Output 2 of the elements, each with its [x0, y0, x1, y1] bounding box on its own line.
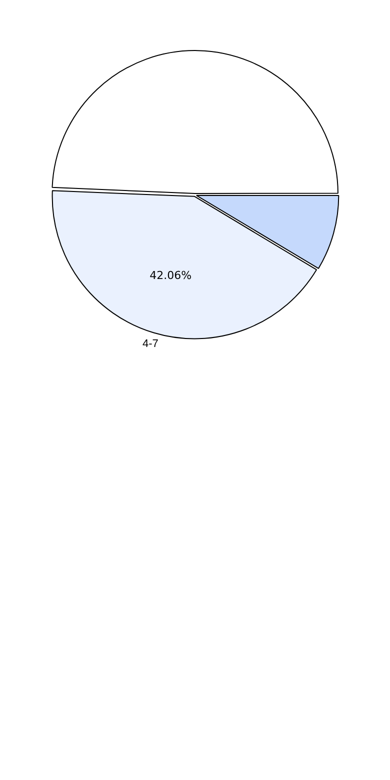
slice-label: 4-7: [142, 338, 158, 350]
data-label: 42.06%: [150, 269, 192, 282]
